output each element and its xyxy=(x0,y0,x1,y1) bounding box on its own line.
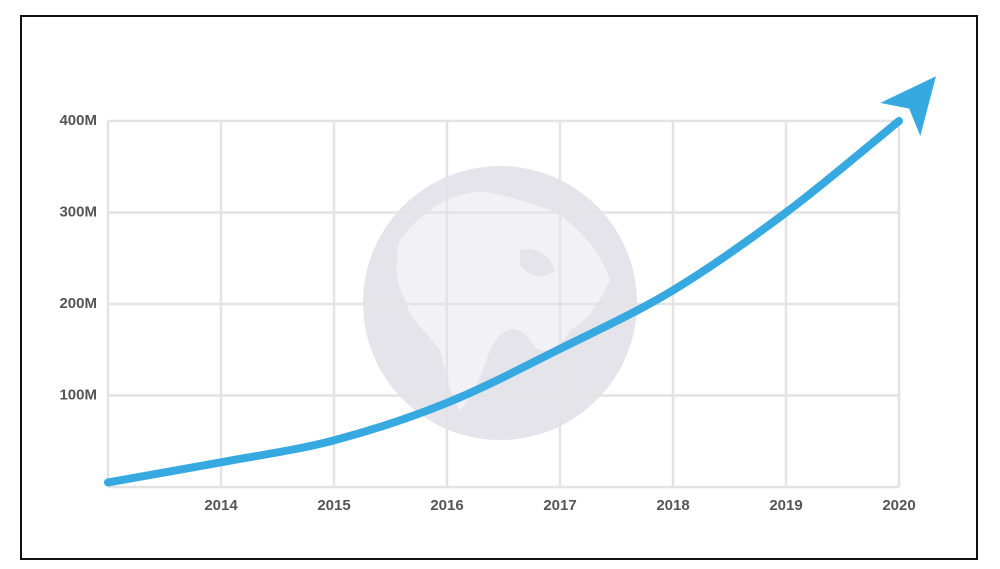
arrow-head xyxy=(880,76,936,137)
growth-line xyxy=(104,117,903,487)
x-tick-label: 2018 xyxy=(656,497,689,514)
x-tick-label: 2014 xyxy=(204,497,238,514)
y-tick-label: 300M xyxy=(59,203,97,220)
x-tick-label: 2020 xyxy=(882,497,915,514)
y-tick-label: 200M xyxy=(59,295,97,312)
y-tick-label: 400M xyxy=(59,112,97,129)
y-tick-label: 100M xyxy=(59,386,97,403)
x-tick-label: 2015 xyxy=(317,497,350,514)
x-tick-label: 2017 xyxy=(543,497,576,514)
x-tick-label: 2019 xyxy=(769,497,802,514)
x-tick-label: 2016 xyxy=(430,497,463,514)
